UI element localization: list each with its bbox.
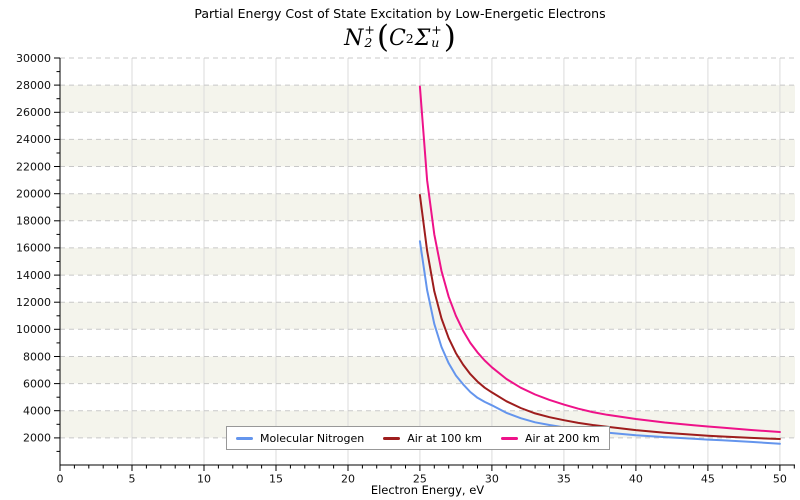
chart-subtitle-formula: N +2(C 2 Σ + u) — [0, 20, 800, 56]
band — [60, 139, 795, 167]
legend-swatch-air-200km — [500, 436, 518, 440]
x-tick-label: 20 — [341, 473, 355, 486]
y-tick-label: 16000 — [16, 242, 51, 255]
legend-item-molecular-nitrogen: Molecular Nitrogen — [236, 432, 364, 445]
formula-n-scripts: +2 — [364, 22, 375, 50]
y-tick-label: 20000 — [16, 188, 51, 201]
y-ticks: 2000 4000 6000 8000 10000 12000 14000 16000 1800… — [16, 52, 60, 452]
formula-c: C — [388, 25, 406, 51]
y-tick-label: 14000 — [16, 269, 51, 282]
curves — [418, 85, 781, 445]
formula-sigma-sub: u — [431, 35, 440, 50]
band — [60, 193, 795, 221]
band — [60, 58, 795, 86]
x-tick-label: 45 — [701, 473, 715, 486]
y-tick-label: 18000 — [16, 215, 51, 228]
legend-label-air-100km: Air at 100 km — [407, 431, 482, 445]
x-tick-label: 15 — [269, 473, 283, 486]
x-tick-label: 10 — [197, 473, 211, 486]
x-tick-label: 35 — [557, 473, 571, 486]
legend-swatch-air-100km — [383, 436, 401, 440]
y-tick-label: 28000 — [16, 79, 51, 92]
x-tick-label: 0 — [57, 473, 64, 486]
y-tick-label: 24000 — [16, 133, 51, 146]
chart-title: Partial Energy Cost of State Excitation … — [194, 6, 606, 21]
legend-item-air-200km: Air at 200 km — [500, 431, 600, 445]
formula-open-paren: ( — [376, 18, 389, 55]
x-ticks: 0 5 10 15 20 25 30 35 40 45 50 — [57, 465, 795, 486]
legend-item-air-100km: Air at 100 km — [383, 432, 482, 445]
y-tick-label: 6000 — [23, 377, 51, 390]
curve-air-at-200-km — [418, 85, 781, 433]
legend-label-air-200km: Air at 200 km — [524, 431, 600, 445]
band — [60, 329, 795, 357]
y-tick-label: 2000 — [23, 432, 51, 445]
x-tick-label: 5 — [129, 473, 136, 486]
y-tick-label: 10000 — [16, 323, 51, 336]
background-bands — [60, 58, 795, 465]
curve-molecular-nitrogen — [418, 240, 781, 445]
y-tick-label: 8000 — [23, 350, 51, 363]
formula-sigma: Σ — [414, 25, 431, 51]
band — [60, 383, 795, 411]
legend: Molecular Nitrogen Air at 100 km Air at … — [226, 426, 610, 450]
x-axis-label: Electron Energy, eV — [370, 483, 485, 497]
curve-air-at-100-km — [418, 194, 781, 440]
y-tick-label: 26000 — [16, 106, 51, 119]
vertical-gridlines — [131, 58, 781, 465]
y-tick-label: 30000 — [16, 52, 51, 65]
x-tick-label: 25 — [413, 473, 427, 486]
formula-n-sub: 2 — [364, 35, 373, 50]
y-tick-label: 12000 — [16, 296, 51, 309]
formula-c-sup: 2 — [405, 30, 414, 46]
legend-swatch-molecular-nitrogen — [236, 436, 253, 440]
formula-sigma-scripts: + u — [431, 22, 442, 50]
band — [60, 302, 795, 330]
x-tick-label: 50 — [773, 473, 787, 486]
x-tick-label: 40 — [629, 473, 643, 486]
horizontal-gridlines — [60, 57, 795, 439]
y-tick-label: 4000 — [23, 405, 51, 418]
band — [60, 112, 795, 140]
formula-n-sup: + — [364, 22, 375, 38]
formula-close-paren: ) — [443, 18, 456, 55]
band — [60, 220, 795, 248]
formula-n: N — [344, 25, 364, 51]
y-tick-label: 22000 — [16, 160, 51, 173]
x-tick-label: 30 — [485, 473, 499, 486]
legend-label-molecular-nitrogen: Molecular Nitrogen — [260, 431, 365, 445]
band — [60, 85, 795, 113]
formula-sigma-sup: + — [431, 22, 442, 38]
band — [60, 356, 795, 384]
